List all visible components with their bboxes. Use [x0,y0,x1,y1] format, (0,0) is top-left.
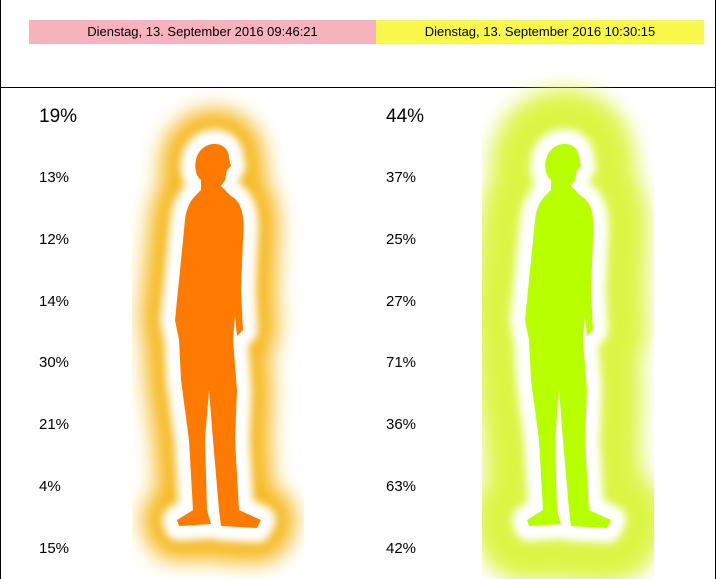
percentage: 37% [386,169,416,186]
percentage: 30% [39,354,69,371]
percentage: 4% [39,478,61,495]
percentage: 25% [386,231,416,248]
percentage: 42% [386,540,416,557]
percentage: 44% [386,106,424,128]
aura-figures [1,0,715,579]
figure-left [175,144,261,528]
percentage: 63% [386,478,416,495]
percentage: 14% [39,293,69,310]
percentage: 15% [39,540,69,557]
percentage: 36% [386,416,416,433]
percentage: 21% [39,416,69,433]
percentage: 13% [39,169,69,186]
report: Dienstag, 13. September 2016 09:46:21 Di… [0,0,716,579]
percentage: 71% [386,354,416,371]
percentage: 27% [386,293,416,310]
figure-right [525,144,611,528]
percentage: 19% [39,106,77,128]
percentage: 12% [39,231,69,248]
